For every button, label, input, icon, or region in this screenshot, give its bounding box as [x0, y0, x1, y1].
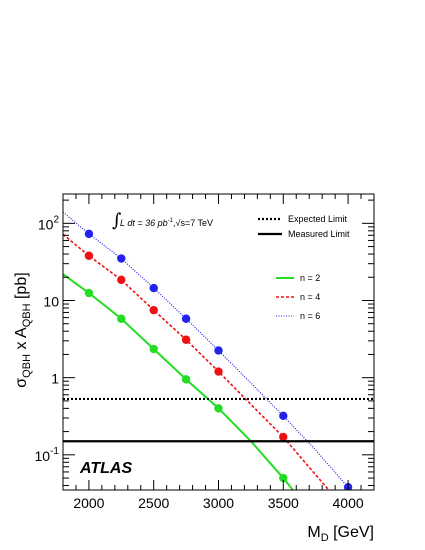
- data-point-n-4: [149, 305, 158, 315]
- atlas-label: ATLAS: [79, 460, 132, 477]
- data-point-n-4: [117, 275, 126, 285]
- y-tick-label: 1: [51, 371, 59, 387]
- data-point-n-4: [181, 335, 191, 344]
- x-axis-title: MD [GeV]: [307, 524, 374, 544]
- data-point-n-6: [214, 346, 223, 355]
- legend-label-n2: n = 2: [300, 273, 320, 283]
- limit-lines: [63, 397, 374, 443]
- data-point-n-4: [84, 251, 94, 260]
- x-tick-label: 2500: [138, 495, 169, 511]
- data-point-n-6: [84, 229, 94, 239]
- data-point-n-6: [149, 283, 158, 293]
- legend-label-expected: Expected Limit: [288, 214, 348, 224]
- data-point-n-4: [214, 367, 223, 376]
- x-tick-label: 2000: [73, 495, 104, 511]
- data-point-n-2: [181, 375, 191, 384]
- data-point-n-2: [149, 344, 158, 354]
- series-line-n-2: [63, 273, 295, 490]
- plot-markers: [84, 229, 353, 490]
- legend-label-measured: Measured Limit: [288, 229, 350, 239]
- integral-sign: ∫: [112, 210, 122, 231]
- x-tick-label: 3000: [203, 495, 234, 511]
- series-line-n-6: [63, 211, 349, 488]
- data-point-n-2: [84, 288, 94, 298]
- legend-series: n = 2 n = 4 n = 6: [276, 273, 320, 321]
- axes: 2000 2500 3000 3500 4000 10-1 1 10 102: [35, 193, 375, 511]
- data-point-n-2: [279, 473, 288, 483]
- legend-label-n4: n = 4: [300, 292, 320, 302]
- data-point-n-6: [279, 411, 288, 421]
- y-axis-title: σQBH x AQBH [pb]: [13, 272, 33, 387]
- luminosity-annotation: L dt = 36 pb-1,√s=7 TeV: [120, 218, 213, 228]
- data-point-n-6: [181, 314, 191, 323]
- x-tick-label: 4000: [333, 495, 364, 511]
- data-point-n-2: [214, 404, 223, 413]
- legend-label-n6: n = 6: [300, 311, 320, 321]
- plot-curves: [63, 211, 349, 490]
- y-tick-label: 10: [43, 294, 59, 310]
- y-tick-label: 102: [38, 214, 60, 232]
- x-tick-label: 3500: [268, 495, 299, 511]
- legend-limits: Expected Limit Measured Limit: [258, 214, 350, 239]
- data-point-n-4: [279, 432, 288, 442]
- data-point-n-6: [117, 254, 126, 263]
- data-point-n-2: [117, 314, 126, 323]
- y-tick-label: 10-1: [35, 446, 60, 464]
